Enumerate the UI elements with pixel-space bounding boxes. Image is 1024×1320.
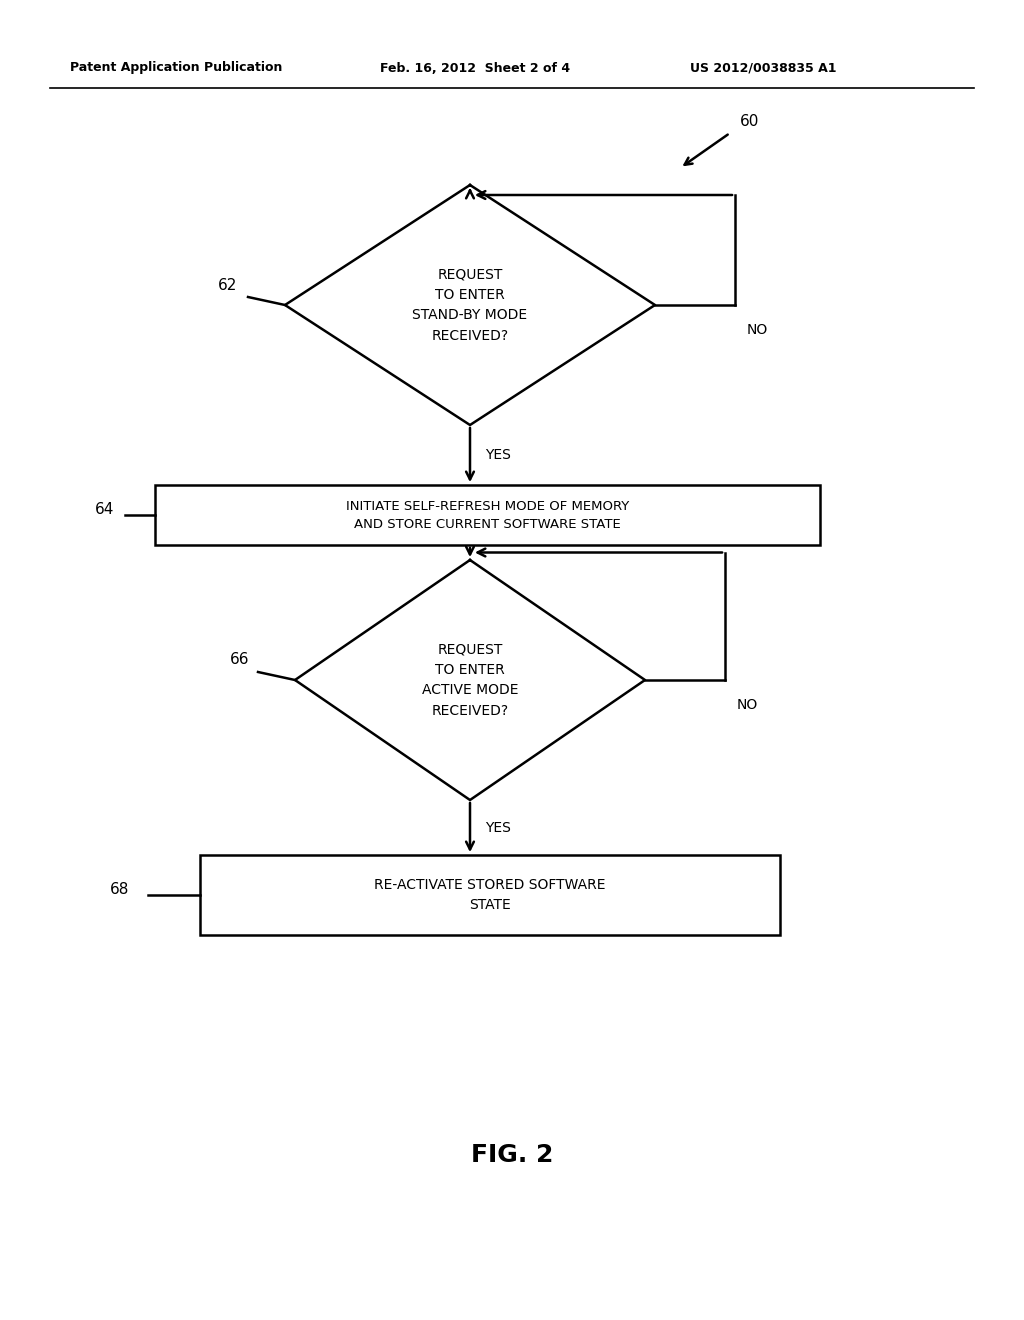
Text: YES: YES (485, 821, 511, 834)
Text: NO: NO (737, 698, 758, 711)
Bar (200, 855, 780, 935)
Text: 62: 62 (218, 277, 238, 293)
Text: US 2012/0038835 A1: US 2012/0038835 A1 (690, 62, 837, 74)
Text: 68: 68 (110, 883, 129, 898)
Text: 66: 66 (230, 652, 250, 668)
Text: NO: NO (746, 323, 768, 337)
Text: FIG. 2: FIG. 2 (471, 1143, 553, 1167)
Text: YES: YES (485, 447, 511, 462)
Text: 64: 64 (95, 503, 115, 517)
Bar (155, 484, 820, 545)
Text: RE-ACTIVATE STORED SOFTWARE
STATE: RE-ACTIVATE STORED SOFTWARE STATE (374, 878, 606, 912)
Text: Patent Application Publication: Patent Application Publication (70, 62, 283, 74)
Text: Feb. 16, 2012  Sheet 2 of 4: Feb. 16, 2012 Sheet 2 of 4 (380, 62, 570, 74)
Text: REQUEST
TO ENTER
ACTIVE MODE
RECEIVED?: REQUEST TO ENTER ACTIVE MODE RECEIVED? (422, 642, 518, 718)
Text: INITIATE SELF-REFRESH MODE OF MEMORY
AND STORE CURRENT SOFTWARE STATE: INITIATE SELF-REFRESH MODE OF MEMORY AND… (346, 499, 629, 531)
Text: 60: 60 (740, 115, 760, 129)
Text: REQUEST
TO ENTER
STAND-BY MODE
RECEIVED?: REQUEST TO ENTER STAND-BY MODE RECEIVED? (413, 267, 527, 343)
